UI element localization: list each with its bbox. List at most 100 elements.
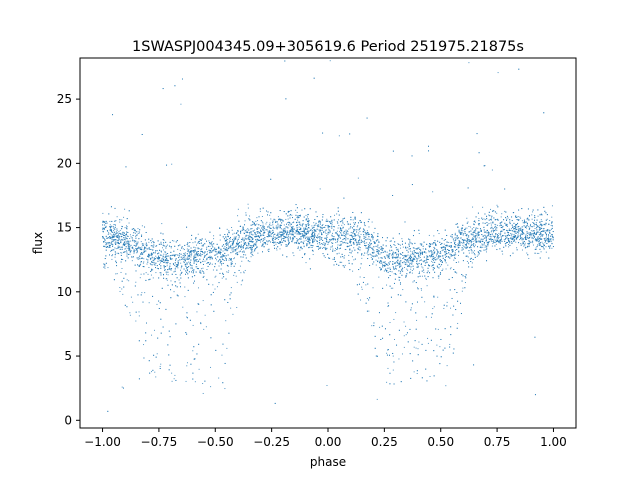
data-point bbox=[493, 239, 495, 241]
data-point bbox=[114, 256, 116, 258]
data-point bbox=[384, 328, 386, 330]
data-point bbox=[298, 231, 300, 233]
data-point bbox=[437, 257, 439, 259]
data-point bbox=[111, 234, 113, 236]
data-point bbox=[544, 242, 546, 244]
data-point bbox=[314, 224, 316, 226]
data-point bbox=[219, 262, 221, 264]
data-point bbox=[338, 236, 340, 238]
data-point bbox=[122, 234, 124, 236]
data-point bbox=[107, 230, 109, 232]
data-point bbox=[492, 242, 494, 244]
data-point bbox=[324, 229, 326, 231]
data-point bbox=[182, 257, 184, 259]
data-point bbox=[301, 209, 303, 211]
data-point bbox=[240, 272, 242, 274]
data-point bbox=[443, 307, 445, 309]
data-point bbox=[490, 224, 492, 226]
data-point bbox=[359, 236, 361, 238]
data-point bbox=[513, 222, 515, 224]
data-point bbox=[205, 326, 207, 328]
data-point bbox=[137, 228, 139, 230]
data-point bbox=[416, 301, 418, 303]
data-point bbox=[394, 252, 396, 254]
data-point bbox=[143, 261, 145, 263]
data-point bbox=[416, 258, 418, 260]
data-point bbox=[153, 329, 155, 331]
data-point bbox=[188, 256, 190, 258]
data-point bbox=[358, 246, 360, 248]
data-point bbox=[404, 264, 406, 266]
data-point bbox=[552, 238, 554, 240]
data-point bbox=[379, 253, 381, 255]
data-point bbox=[429, 272, 431, 274]
data-point bbox=[458, 261, 460, 263]
data-point bbox=[263, 242, 265, 244]
data-point bbox=[289, 217, 291, 219]
data-point bbox=[482, 235, 484, 237]
data-point bbox=[488, 232, 490, 234]
data-point bbox=[316, 237, 318, 239]
data-point bbox=[459, 244, 461, 246]
data-point bbox=[166, 279, 168, 281]
data-point bbox=[240, 241, 242, 243]
data-point bbox=[536, 239, 538, 241]
data-point bbox=[454, 241, 456, 243]
data-point bbox=[329, 248, 331, 250]
data-point bbox=[440, 356, 442, 358]
data-point bbox=[397, 260, 399, 262]
data-point bbox=[536, 232, 538, 234]
data-point bbox=[548, 246, 550, 248]
data-point bbox=[292, 217, 294, 219]
data-point bbox=[515, 216, 517, 218]
data-point bbox=[536, 231, 538, 233]
data-point bbox=[356, 226, 358, 228]
data-point bbox=[530, 223, 532, 225]
data-point bbox=[222, 382, 224, 384]
data-point bbox=[392, 266, 394, 268]
data-point bbox=[409, 256, 411, 258]
data-point bbox=[144, 250, 146, 252]
data-point bbox=[134, 264, 136, 266]
data-point bbox=[209, 258, 211, 260]
data-point bbox=[155, 245, 157, 247]
data-point bbox=[210, 366, 212, 368]
data-point bbox=[367, 246, 369, 248]
data-point bbox=[368, 233, 370, 235]
data-point bbox=[359, 243, 361, 245]
data-point bbox=[291, 234, 293, 236]
data-point bbox=[197, 287, 199, 289]
data-point bbox=[490, 219, 492, 221]
data-point bbox=[475, 239, 477, 241]
data-point bbox=[206, 251, 208, 253]
data-point bbox=[186, 316, 188, 318]
data-point bbox=[252, 238, 254, 240]
data-point bbox=[146, 263, 148, 265]
data-point bbox=[105, 246, 107, 248]
data-point bbox=[148, 302, 150, 304]
data-point bbox=[138, 311, 140, 313]
data-point bbox=[275, 227, 277, 229]
data-point bbox=[219, 239, 221, 241]
data-point bbox=[420, 252, 422, 254]
data-point bbox=[190, 259, 192, 261]
data-point bbox=[104, 265, 106, 267]
data-point bbox=[396, 249, 398, 251]
data-point bbox=[186, 267, 188, 269]
data-point bbox=[114, 207, 116, 209]
data-point bbox=[433, 235, 435, 237]
data-point bbox=[380, 268, 382, 270]
data-point bbox=[439, 256, 441, 258]
data-point bbox=[118, 238, 120, 240]
data-point bbox=[302, 223, 304, 225]
data-point bbox=[263, 239, 265, 241]
data-point bbox=[189, 254, 191, 256]
data-point bbox=[311, 246, 313, 248]
data-point bbox=[397, 294, 399, 296]
data-point bbox=[177, 267, 179, 269]
data-point bbox=[400, 264, 402, 266]
data-point bbox=[528, 240, 530, 242]
data-point bbox=[349, 269, 351, 271]
data-point bbox=[394, 262, 396, 264]
data-point bbox=[184, 263, 186, 265]
